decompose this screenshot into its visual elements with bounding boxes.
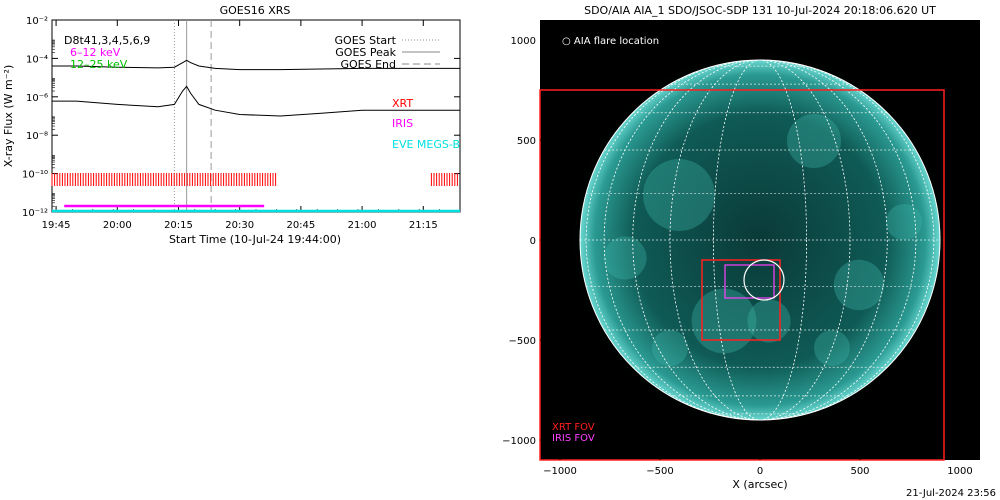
- flare-location-legend: ○ AIA flare location: [562, 36, 659, 47]
- left-chart-title: GOES16 XRS: [220, 4, 291, 17]
- footer-date: 21-Jul-2024 23:56: [906, 488, 996, 499]
- iris-fov-box: [724, 264, 775, 299]
- active-regions: [603, 114, 922, 366]
- limb-outline: [579, 59, 941, 421]
- longitude-line: [632, 60, 888, 420]
- legend-12-25kev: 12–25 keV: [70, 58, 128, 71]
- legend-goes-start: GOES Start: [335, 34, 397, 47]
- y-tick-label: 10⁻¹⁰: [22, 170, 48, 181]
- active-region: [833, 259, 885, 311]
- grid-lines: [580, 60, 940, 420]
- right-x-tick-label: −500: [646, 466, 673, 477]
- y-tick-label: 10⁻²: [26, 16, 48, 27]
- right-chart-title: SDO/AIA AIA_1 SDO/JSOC-SDP 131 10-Jul-20…: [584, 4, 936, 17]
- x-tick-label: 20:15: [164, 220, 193, 231]
- x-tick-label: 20:45: [286, 220, 315, 231]
- longitude-line: [669, 60, 851, 420]
- right-y-tick-label: 500: [517, 136, 536, 147]
- iris-fov-label: IRIS FOV: [552, 433, 595, 444]
- active-region: [652, 330, 688, 366]
- xrt-fov-box-small: [701, 259, 781, 341]
- right-y-tick-label: 1000: [511, 36, 536, 47]
- fov-boxes: [539, 89, 945, 461]
- longitude-line: [603, 60, 917, 420]
- left-x-axis-label: Start Time (10-Jul-24 19:44:00): [169, 233, 341, 246]
- label-iris: IRIS: [392, 117, 413, 130]
- xrt-fov-label: XRT FOV: [552, 422, 595, 433]
- right-x-tick-label: 1000: [947, 466, 972, 477]
- x-tick-label: 21:15: [409, 220, 438, 231]
- label-xrt: XRT: [392, 97, 413, 110]
- right-axis-ticks: −1000 −500 0 500 1000 1000 500 0 −500 −1000: [502, 36, 973, 477]
- instrument-coverage: [51, 173, 460, 213]
- flux-series: [52, 59, 460, 117]
- flux-series-1: [52, 59, 460, 71]
- legend-detectors: D8t41,3,4,5,6,9: [64, 34, 150, 47]
- y-tick-label: 10⁻⁴: [26, 54, 48, 65]
- goes-xrs-chart: GOES16 XRS 10⁻² 10⁻⁴ 10⁻⁶ 10⁻⁸ 10⁻¹⁰ 10⁻¹² 19…: [2, 4, 461, 246]
- active-region: [603, 236, 647, 280]
- instrument-labels: XRT IRIS EVE MEGS-B: [392, 97, 460, 151]
- right-x-tick-label: −1000: [543, 466, 577, 477]
- active-region: [747, 299, 791, 343]
- longitude-line: [585, 60, 935, 420]
- left-y-ticks: 10⁻² 10⁻⁴ 10⁻⁶ 10⁻⁸ 10⁻¹⁰ 10⁻¹²: [22, 16, 460, 219]
- y-tick-label: 10⁻⁶: [26, 93, 48, 104]
- y-tick-label: 10⁻⁸: [26, 131, 48, 142]
- x-tick-label: 19:45: [42, 220, 71, 231]
- x-tick-label: 20:30: [225, 220, 254, 231]
- xrt-fov-box: [539, 89, 945, 461]
- flare-location-circle: [743, 259, 785, 301]
- x-tick-label: 20:00: [103, 220, 132, 231]
- right-y-tick-label: 0: [530, 236, 536, 247]
- label-eve: EVE MEGS-B: [392, 138, 460, 151]
- active-region: [787, 114, 841, 168]
- legend-goes-peak: GOES Peak: [335, 46, 396, 59]
- active-region: [886, 204, 922, 240]
- right-x-tick-label: 0: [757, 466, 763, 477]
- aia-image-panel: SDO/AIA AIA_1 SDO/JSOC-SDP 131 10-Jul-20…: [502, 4, 996, 499]
- left-y-axis-label: X-ray Flux (W m⁻²): [2, 65, 15, 167]
- legend-goes-end: GOES End: [340, 58, 396, 71]
- active-region: [643, 159, 715, 231]
- energy-legend: D8t41,3,4,5,6,9 6–12 keV 12–25 keV: [64, 34, 150, 71]
- right-y-tick-label: −1000: [502, 436, 536, 447]
- legend-6-12kev: 6–12 keV: [70, 46, 121, 59]
- right-y-tick-label: −500: [509, 336, 536, 347]
- heliographic-grid: [579, 59, 941, 421]
- active-region: [691, 288, 757, 354]
- flux-series-2: [52, 85, 460, 117]
- x-tick-label: 21:00: [348, 220, 377, 231]
- goes-legend: GOES Start GOES Peak GOES End: [335, 34, 440, 71]
- right-x-tick-label: 500: [850, 466, 869, 477]
- y-tick-label: 10⁻¹²: [22, 208, 48, 219]
- right-x-axis-label: X (arcsec): [732, 478, 787, 491]
